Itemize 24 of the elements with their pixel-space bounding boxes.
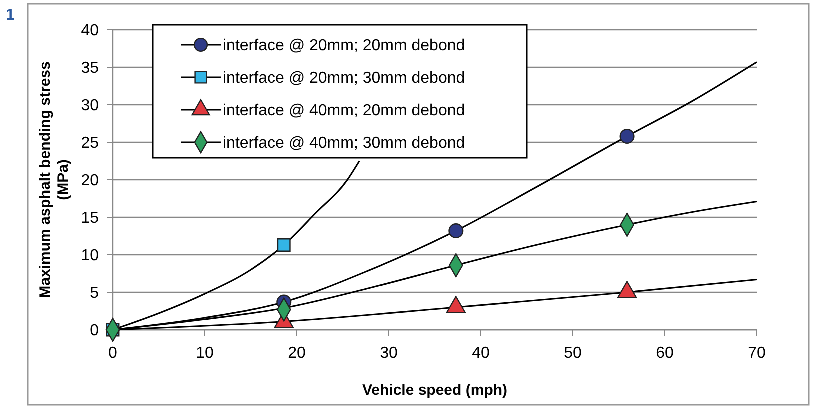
y-tick-label: 30 — [81, 98, 100, 115]
x-tick-label: 0 — [108, 345, 118, 362]
y-tick-label: 20 — [81, 172, 100, 190]
y-axis-title: Maximum asphalt bending stress (MPa) — [37, 62, 72, 298]
y-tick-label: 25 — [81, 135, 100, 152]
x-tick-label: 30 — [380, 345, 398, 362]
x-tick-label: 40 — [472, 345, 490, 362]
legend-label: interface @ 20mm; 30mm debond — [223, 70, 466, 88]
x-tick-label: 60 — [656, 345, 674, 362]
x-tick-label: 10 — [196, 345, 214, 362]
y-tick-label: 40 — [81, 22, 100, 40]
y-tick-label: 10 — [81, 248, 100, 265]
x-tick-label: 70 — [748, 345, 766, 362]
y-tick-label: 0 — [90, 322, 100, 340]
x-axis-title: Vehicle speed (mph) — [362, 382, 508, 399]
y-tick-label: 5 — [90, 285, 100, 302]
x-tick-label: 20 — [288, 345, 306, 362]
text: 1 — [6, 7, 15, 24]
legend-label: interface @ 20mm; 20mm debond — [223, 38, 466, 55]
x-tick-label: 50 — [564, 345, 582, 362]
y-tick-label: 15 — [81, 210, 100, 228]
y-tick-label: 35 — [81, 60, 100, 78]
legend-label: interface @ 40mm; 20mm debond — [223, 102, 466, 120]
legend-label: interface @ 40mm; 30mm debond — [223, 135, 466, 152]
